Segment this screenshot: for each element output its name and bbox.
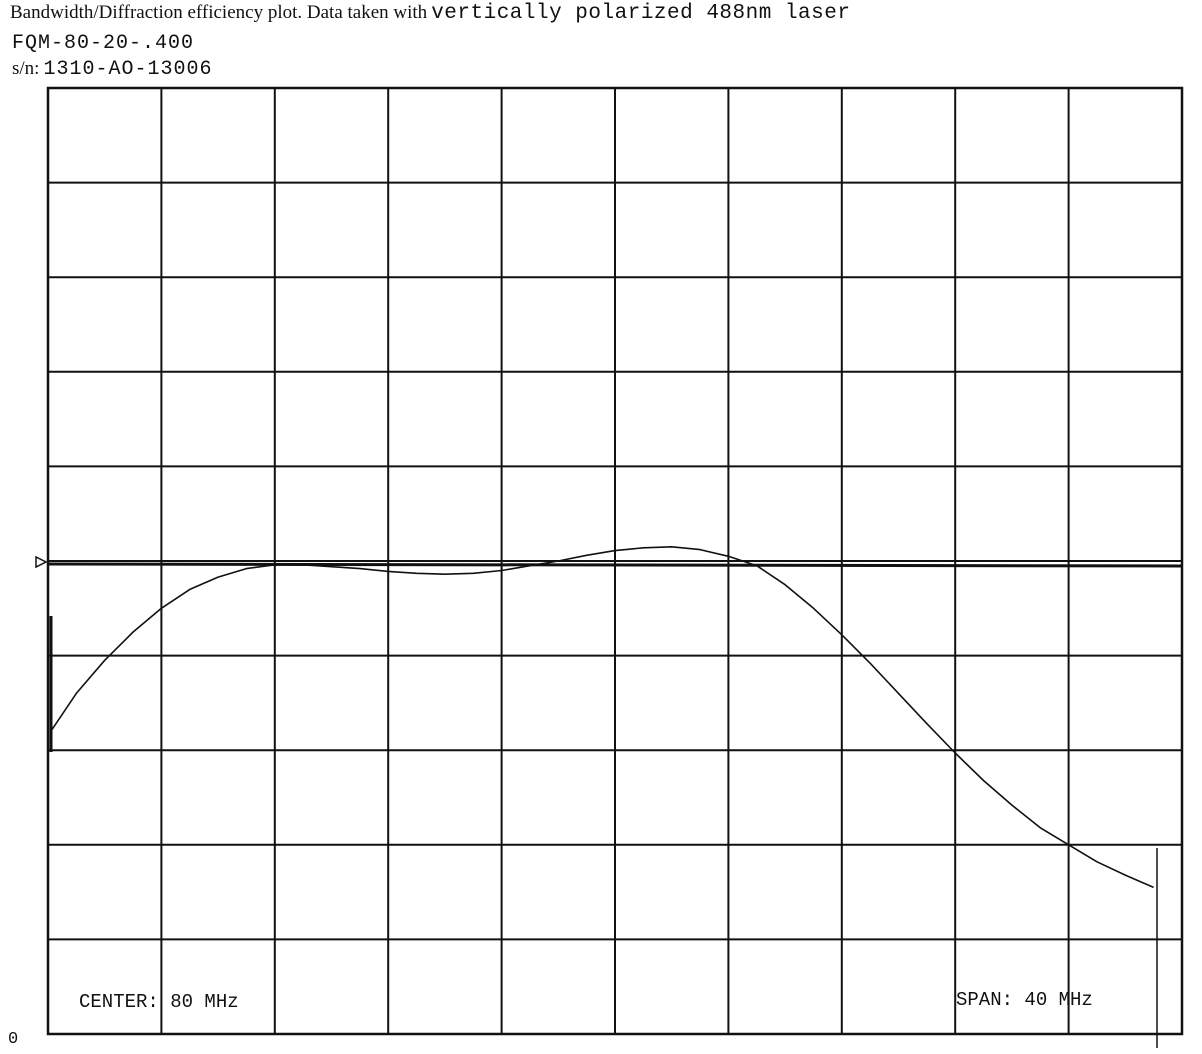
plot-title: Bandwidth/Diffraction efficiency plot. D… [10,2,850,25]
model-number: FQM-80-20-.400 [12,32,195,55]
serial-value: 1310-AO-13006 [43,58,213,81]
plot-grid [48,88,1182,1034]
reference-level-line [47,562,1183,568]
zero-level-label: 0 [8,1030,18,1049]
plot-frame [46,86,1184,1036]
span-label: SPAN: 40 MHz [956,989,1093,1011]
serial-number: s/n: 1310-AO-13006 [12,58,212,81]
serial-label: s/n: [12,58,40,79]
plot-title-mono-part: vertically polarized 488nm laser [431,2,851,25]
plot-title-serif-part: Bandwidth/Diffraction efficiency plot. D… [10,2,428,23]
center-frequency-label: CENTER: 80 MHz [79,991,239,1013]
reference-marker [35,555,48,569]
efficiency-curve [50,545,1154,889]
